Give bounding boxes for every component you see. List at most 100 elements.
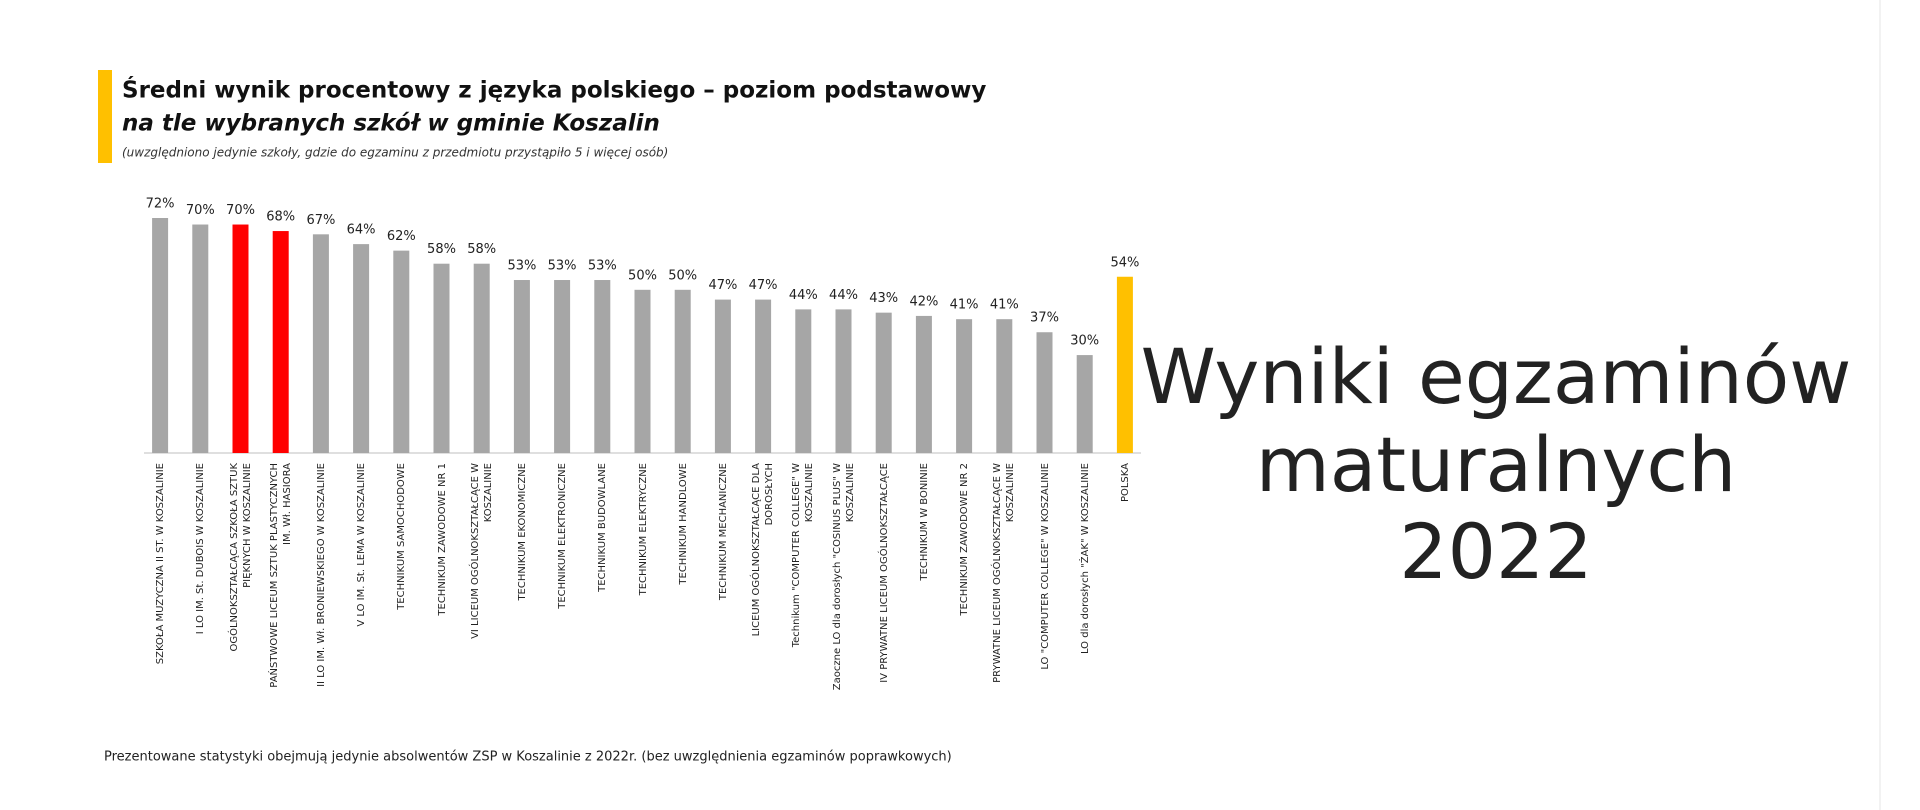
value-label: 50%	[628, 268, 657, 283]
x-tick-label: TECHNIKUM MECHANICZNE	[708, 463, 738, 693]
x-tick-label: I LO IM. St. DUBOIS W KOSZALINIE	[185, 463, 215, 693]
bar	[192, 224, 209, 453]
x-tick-label: PAŃSTWOWE LICEUM SZTUK PLASTYCZNYCH IM. …	[266, 463, 296, 693]
x-tick-text: PAŃSTWOWE LICEUM SZTUK PLASTYCZNYCH IM. …	[268, 463, 293, 688]
value-label: 64%	[347, 223, 376, 238]
bar	[473, 263, 490, 453]
bar	[1076, 355, 1093, 453]
side-title: Wyniki egzaminów	[1141, 332, 1852, 421]
x-tick-text: TECHNIKUM ELEKTRONICZNE	[556, 463, 568, 609]
bar	[312, 234, 329, 453]
x-tick-text: LO "COMPUTER COLLEGE" W KOSZALINIE	[1039, 463, 1050, 670]
x-tick-text: TECHNIKUM ELEKTRYCZNE	[637, 463, 648, 596]
x-tick-text: TECHNIKUM ZAWODOWE NR 2	[958, 463, 970, 616]
x-tick-text: TECHNIKUM W BONINIE	[918, 463, 930, 581]
x-tick-label: OGÓLNOKSZTAŁCĄCA SZKOŁA SZTUK PIĘKNYCH W…	[226, 463, 256, 693]
x-tick-text: TECHNIKUM BUDOWLANE	[596, 463, 608, 592]
x-tick-label: POLSKA	[1110, 463, 1140, 693]
x-tick-text: TECHNIKUM ZAWODOWE NR 1	[436, 463, 447, 616]
value-label: 67%	[306, 213, 335, 228]
x-tick-label: TECHNIKUM ZAWODOWE NR 1	[427, 463, 457, 693]
x-tick-label: TECHNIKUM W BONINIE	[909, 463, 939, 693]
x-tick-label: LO dla dorosłych "ŻAK" W KOSZALINIE	[1070, 463, 1100, 693]
bar	[393, 250, 410, 453]
x-tick-label: TECHNIKUM ELEKTRYCZNE	[628, 463, 658, 693]
x-tick-label: PRYWATNE LICEUM OGÓLNOKSZTAŁCĄCE W KOSZA…	[989, 463, 1019, 693]
value-label: 53%	[548, 259, 577, 274]
value-label: 47%	[749, 278, 778, 293]
chart-note: (uwzględniono jedynie szkoły, gdzie do e…	[122, 146, 668, 160]
x-tick-text: TECHNIKUM EKONOMICZNE	[516, 463, 528, 601]
chart-title: Średni wynik procentowy z języka polskie…	[122, 76, 986, 104]
value-label: 30%	[1070, 334, 1099, 349]
x-tick-text: II LO IM. Wł. BRONIEWSKIEGO W KOSZALINIE	[315, 463, 327, 687]
x-tick-text: V LO IM. St. LEMA W KOSZALINIE	[355, 463, 367, 627]
bar	[594, 280, 611, 453]
bar	[674, 289, 691, 453]
x-tick-text: I LO IM. St. DUBOIS W KOSZALINIE	[194, 463, 206, 635]
x-tick-text: IV PRYWATNE LICEUM OGÓLNOKSZTAŁCĄCE	[878, 463, 890, 683]
value-label: 58%	[467, 242, 496, 257]
bar	[755, 299, 772, 453]
footer-note: Prezentowane statystyki obejmują jedynie…	[104, 750, 952, 765]
x-tick-label: LO "COMPUTER COLLEGE" W KOSZALINIE	[1030, 463, 1060, 693]
x-tick-text: POLSKA	[1119, 463, 1131, 503]
bar	[152, 218, 169, 453]
value-label: 58%	[427, 242, 456, 257]
x-tick-label: TECHNIKUM ZAWODOWE NR 2	[949, 463, 979, 693]
value-label: 72%	[146, 197, 175, 212]
bar	[915, 315, 932, 453]
bar	[835, 309, 852, 453]
bar	[272, 231, 289, 453]
x-tick-label: TECHNIKUM HANDLOWE	[668, 463, 698, 693]
x-tick-text: PRYWATNE LICEUM OGÓLNOKSZTAŁCĄCE W KOSZA…	[992, 463, 1017, 683]
bar	[554, 280, 571, 453]
x-tick-label: TECHNIKUM SAMOCHODOWE	[386, 463, 416, 693]
value-label: 44%	[789, 288, 818, 303]
value-label: 42%	[909, 294, 938, 309]
bar	[996, 319, 1013, 453]
x-tick-label: IV PRYWATNE LICEUM OGÓLNOKSZTAŁCĄCE	[869, 463, 899, 693]
x-tick-label: SZKOŁA MUZYCZNA II ST. W KOSZALINIE	[145, 463, 175, 693]
bar	[634, 289, 651, 453]
x-tick-label: VI LICEUM OGÓLNOKSZTAŁCĄCE W KOSZALINIE	[467, 463, 497, 693]
value-label: 50%	[668, 268, 697, 283]
value-label: 54%	[1110, 255, 1139, 270]
x-tick-text: TECHNIKUM MECHANICZNE	[717, 463, 729, 601]
x-tick-text: Technikum "COMPUTER COLLEGE" W KOSZALINI…	[791, 463, 816, 648]
x-tick-label: LICEUM OGÓLNOKSZTAŁCĄCE DLA DOROSŁYCH	[748, 463, 778, 693]
x-tick-text: LO dla dorosłych "ŻAK" W KOSZALINIE	[1079, 463, 1091, 655]
x-tick-label: II LO IM. Wł. BRONIEWSKIEGO W KOSZALINIE	[306, 463, 336, 693]
value-label: 70%	[226, 203, 255, 218]
bar	[875, 312, 892, 453]
bar	[1036, 332, 1053, 453]
bar	[956, 319, 973, 453]
x-tick-text: SZKOŁA MUZYCZNA II ST. W KOSZALINIE	[154, 463, 166, 665]
side-title: 2022	[1399, 507, 1592, 596]
bar	[433, 263, 450, 453]
value-label: 53%	[507, 259, 536, 274]
accent-bar	[98, 70, 112, 163]
x-tick-label: TECHNIKUM BUDOWLANE	[587, 463, 617, 693]
value-label: 37%	[1030, 311, 1059, 326]
x-tick-label: TECHNIKUM EKONOMICZNE	[507, 463, 537, 693]
x-tick-label: Technikum "COMPUTER COLLEGE" W KOSZALINI…	[788, 463, 818, 693]
x-tick-text: TECHNIKUM HANDLOWE	[677, 463, 689, 585]
x-tick-text: Zaoczne LO dla dorosłych "COSINUS PLUS" …	[831, 463, 856, 691]
x-tick-text: VI LICEUM OGÓLNOKSZTAŁCĄCE W KOSZALINIE	[469, 463, 494, 639]
value-label: 68%	[266, 210, 295, 225]
value-label: 62%	[387, 229, 416, 244]
side-title: maturalnych	[1256, 420, 1737, 509]
value-label: 41%	[990, 298, 1019, 313]
x-tick-label: TECHNIKUM ELEKTRONICZNE	[547, 463, 577, 693]
bar	[353, 244, 370, 453]
x-tick-text: LICEUM OGÓLNOKSZTAŁCĄCE DLA DOROSŁYCH	[751, 463, 776, 637]
x-tick-text: OGÓLNOKSZTAŁCĄCA SZKOŁA SZTUK PIĘKNYCH W…	[228, 463, 253, 652]
bar	[513, 280, 530, 453]
value-label: 43%	[869, 291, 898, 306]
x-tick-label: V LO IM. St. LEMA W KOSZALINIE	[346, 463, 376, 693]
value-label: 44%	[829, 288, 858, 303]
bar	[714, 299, 731, 453]
